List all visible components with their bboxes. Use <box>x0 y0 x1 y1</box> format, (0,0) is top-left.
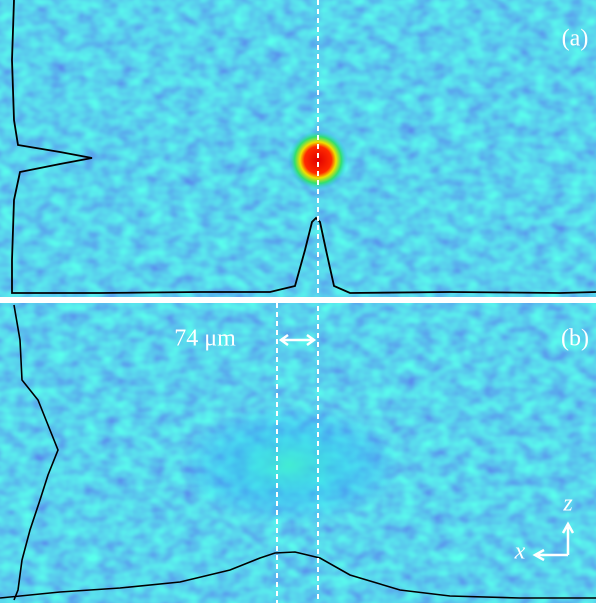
axis-label: x <box>514 539 526 565</box>
axis-arrows <box>532 521 575 562</box>
panel-a: (a) <box>0 0 596 297</box>
separator <box>0 297 596 303</box>
panel-label: (b) <box>561 326 589 352</box>
panel-b: (b) 74 μm z x <box>0 303 596 603</box>
scale-arrow <box>278 333 317 347</box>
axis-label: z <box>562 491 573 517</box>
panel-label: (a) <box>562 26 589 52</box>
focal-spot <box>288 130 348 190</box>
profile <box>0 304 596 601</box>
diffuse-spot <box>180 405 400 525</box>
scale-label: 74 μm <box>174 326 236 352</box>
profile <box>11 0 596 294</box>
